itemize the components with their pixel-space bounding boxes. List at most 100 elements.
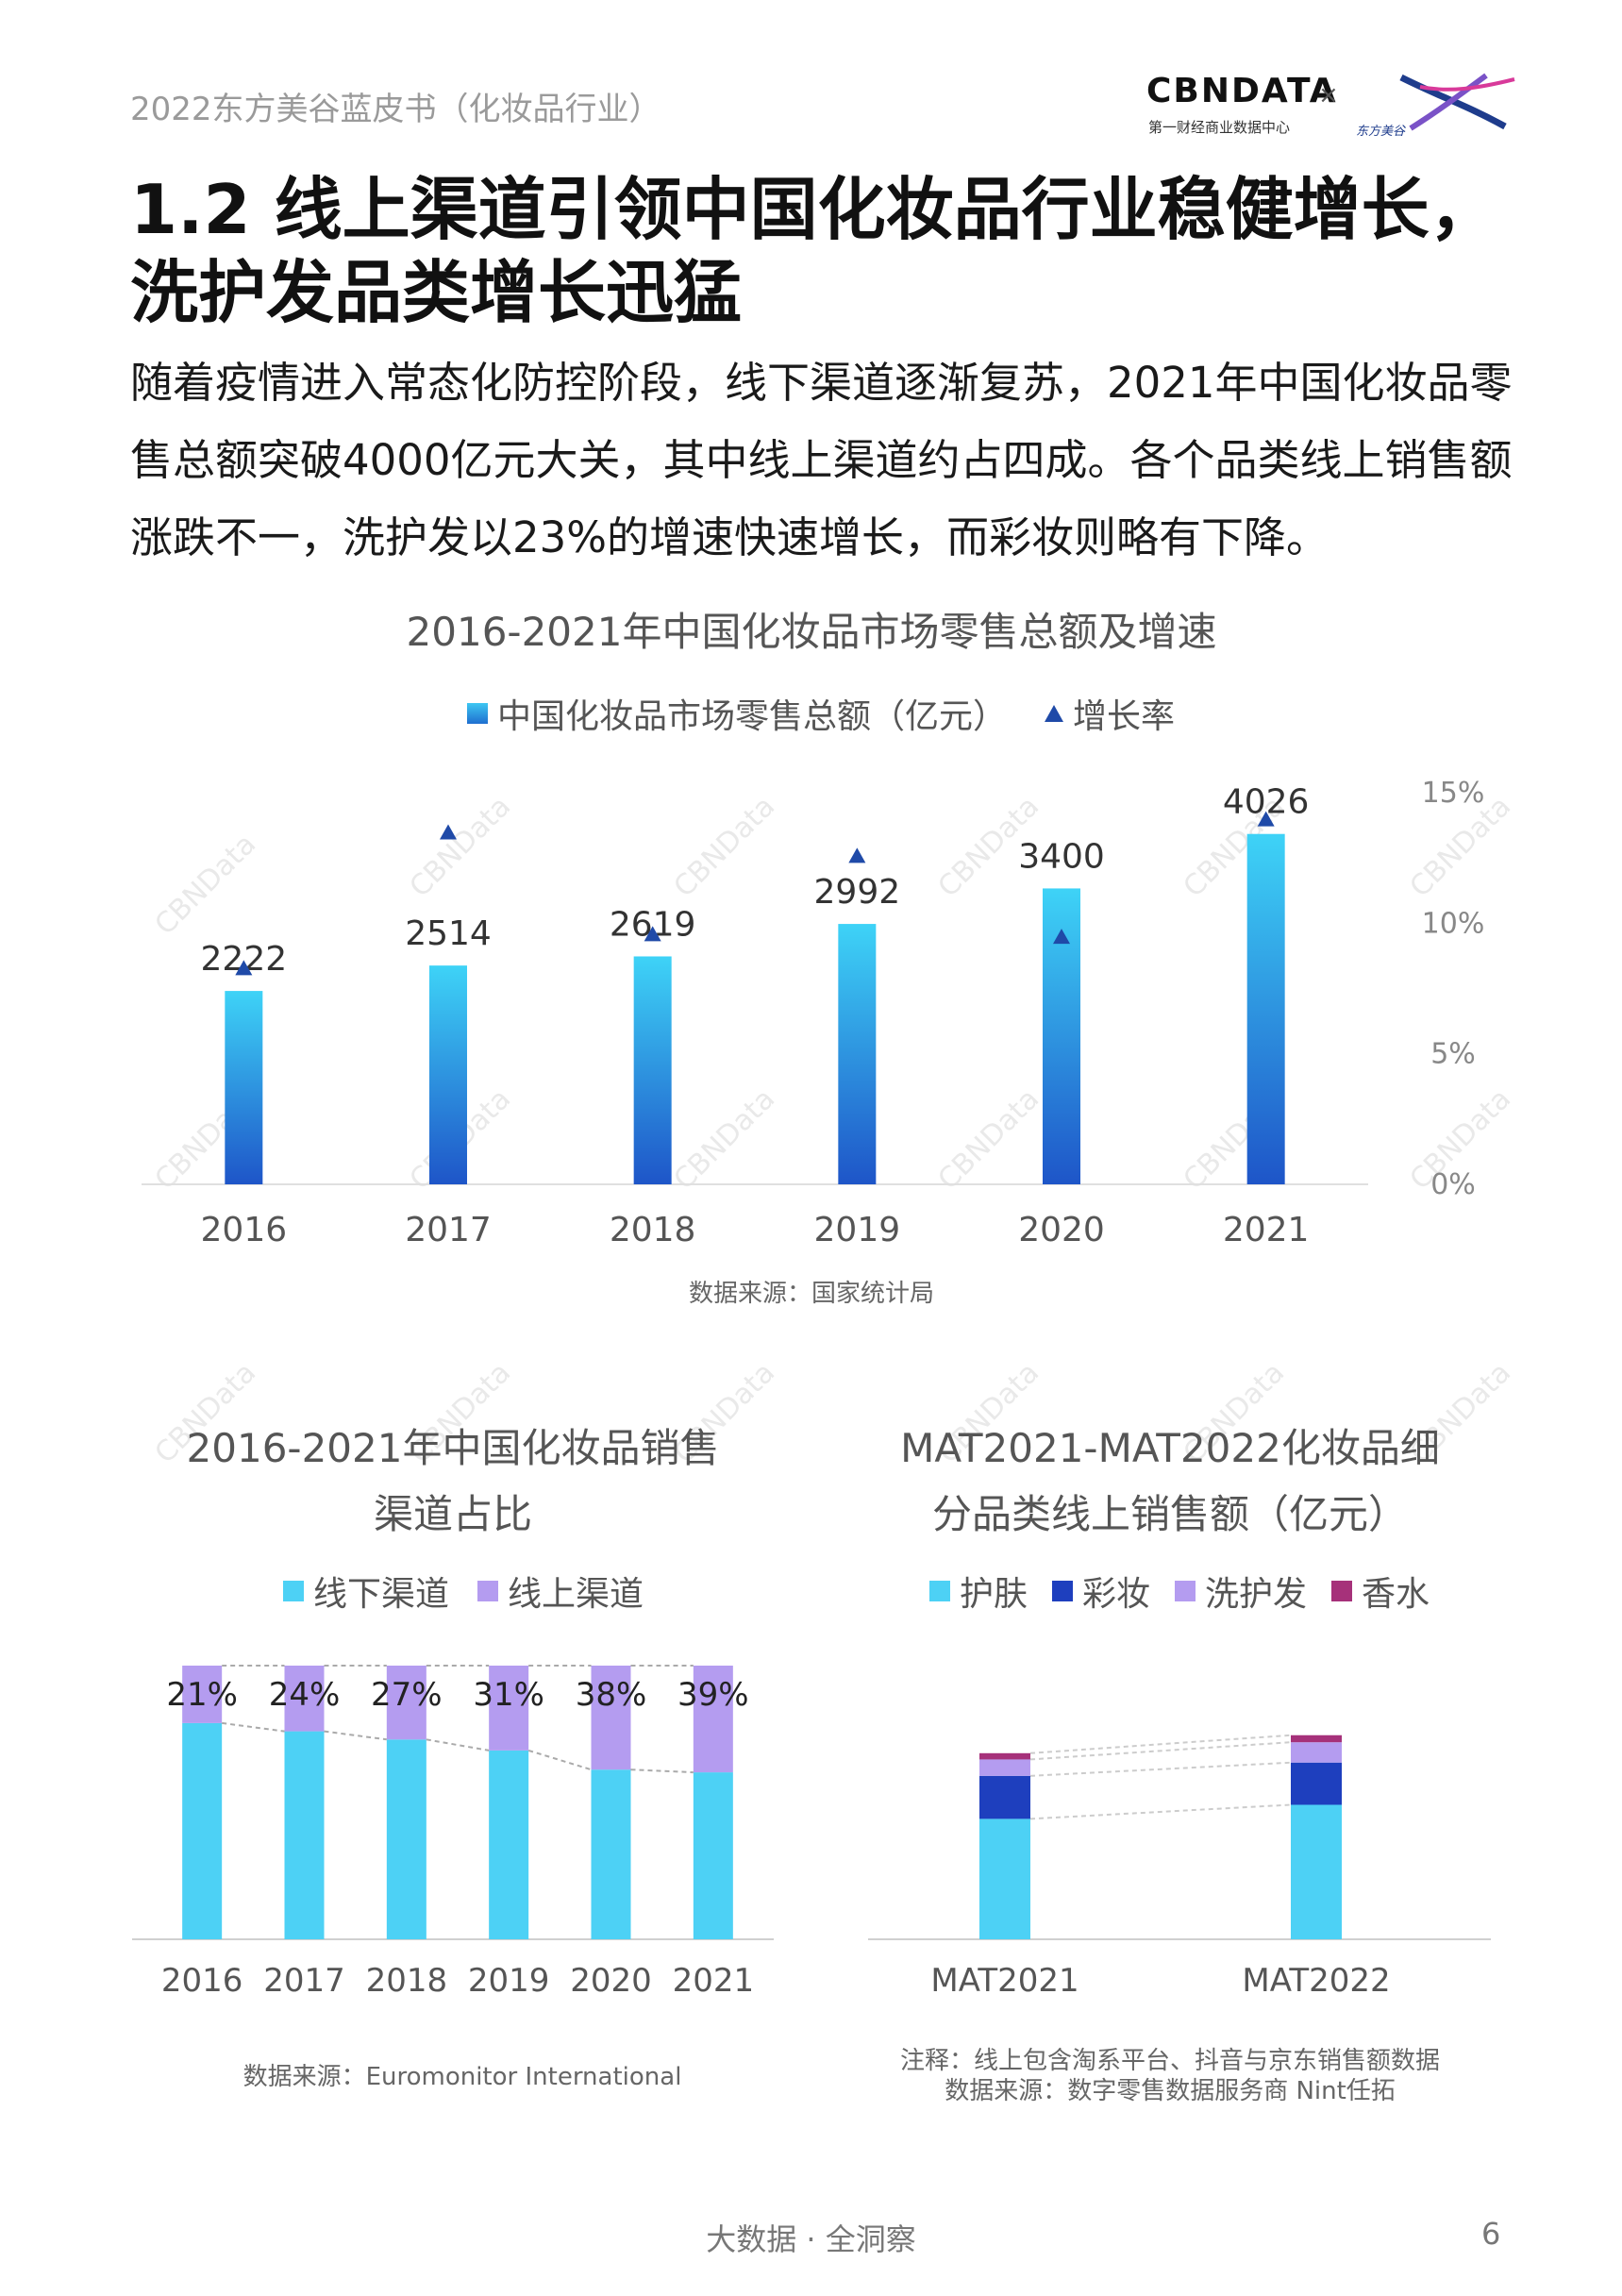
chart3-legend-haircare-label: 洗护发: [1205, 1575, 1308, 1614]
chart2-online-label: 27%: [371, 1676, 443, 1714]
chart3-bar-segment: [1291, 1742, 1342, 1763]
chart3-bar-segment: [1291, 1762, 1342, 1805]
chart3-legend-perfume: 香水: [1331, 1567, 1430, 1616]
chart2-legend-offline-label: 线下渠道: [313, 1575, 450, 1614]
chart3-title-line2: 分品类线上销售额（亿元）: [931, 1491, 1408, 1537]
chart3-title-line1: MAT2021-MAT2022化妆品细: [900, 1425, 1440, 1471]
chart2-bar-offline: [284, 1731, 325, 1939]
chart1-growth-marker: [644, 926, 661, 942]
chart3-bar-segment: [979, 1759, 1030, 1776]
chart2-online-label: 38%: [576, 1676, 647, 1714]
chart2-legend-offline: 线下渠道: [283, 1567, 449, 1616]
chart2-x-tick: 2018: [366, 1962, 448, 2000]
chart2-bar-offline: [693, 1772, 733, 1939]
chart1-right-tick: 10%: [1422, 907, 1485, 940]
chart3-connector: [1029, 1741, 1292, 1761]
chart3-x-tick: MAT2021: [930, 1962, 1079, 2000]
chart2-connector: [222, 1721, 285, 1733]
chart2-title-line2: 渠道占比: [373, 1491, 532, 1537]
chart2-bar-online: [182, 1666, 223, 1723]
chart3-bar-segment: [1291, 1735, 1342, 1743]
chart3-note: 注释：线上包含淘系平台、抖音与京东销售额数据: [899, 2047, 1440, 2075]
legend-swatch-online: [477, 1581, 499, 1601]
chart1-legend-bar-label: 中国化妆品市场零售总额（亿元）: [497, 697, 1008, 736]
chart3-connector: [1029, 1803, 1292, 1820]
chart2-bar-online: [591, 1666, 631, 1770]
cbndata-logo-subtitle: 第一财经商业数据中心: [1148, 119, 1291, 136]
chart1-plot: 2222201625142017261920182992201934002020…: [142, 777, 1485, 1249]
chart1-growth-marker: [440, 824, 457, 840]
chart1-source: 数据来源：国家统计局: [688, 1280, 934, 1308]
logo-separator: ×: [1318, 81, 1339, 109]
chart2-connector: [426, 1738, 490, 1751]
chart1-legend: 中国化妆品市场零售总额（亿元） 增长率: [467, 689, 1175, 738]
chart2-title: 2016-2021年中国化妆品销售 渠道占比: [132, 1416, 774, 1548]
chart2-online-label: 39%: [677, 1676, 749, 1714]
chart2-bar-offline: [386, 1739, 426, 1939]
chart1-x-tick: 2021: [1223, 1211, 1310, 1249]
chart2-legend-online-label: 线上渠道: [508, 1575, 644, 1614]
chart2-title-line1: 2016-2021年中国化妆品销售: [186, 1425, 720, 1471]
chart3-connector: [1029, 1761, 1292, 1777]
chart3-legend-skincare-label: 护肤: [960, 1575, 1028, 1614]
cbndata-logo: CBNDATA: [1146, 72, 1338, 110]
legend-swatch-bar: [467, 703, 488, 724]
chart2-plot: 21% 2016 24% 2017 27% 2018 31% 2019 38% 2020 39% 20…: [132, 1665, 774, 2000]
chart2-legend-online: 线上渠道: [477, 1567, 644, 1616]
chart1-bar: [1246, 833, 1285, 1184]
chart1-x-tick: 2016: [201, 1211, 288, 1249]
chart2-online-label: 24%: [269, 1676, 341, 1714]
chart3-x-tick: MAT2022: [1242, 1962, 1390, 2000]
document-title: 2022东方美谷蓝皮书（化妆品行业）: [130, 91, 661, 128]
chart3-legend-haircare: 洗护发: [1175, 1567, 1307, 1616]
chart2-x-tick: 2017: [263, 1962, 345, 2000]
chart2-legend: 线下渠道 线上渠道: [283, 1567, 644, 1616]
chart1-bar-value: 2992: [814, 873, 901, 912]
chart2-x-tick: 2016: [161, 1962, 243, 2000]
chart1-growth-marker: [848, 847, 866, 863]
partner-logo-text: 东方美谷: [1356, 125, 1406, 139]
chart3-bar-segment: [979, 1775, 1030, 1819]
chart1-x-tick: 2018: [610, 1211, 696, 1249]
chart2-x-tick: 2019: [468, 1962, 550, 2000]
chart3-legend-skincare: 护肤: [929, 1567, 1028, 1616]
chart2-connector: [324, 1730, 387, 1741]
chart2-online-label: 21%: [166, 1676, 238, 1714]
chart3-source: 数据来源：数字零售数据服务商 Nint任拓: [945, 2077, 1396, 2105]
chart3-title: MAT2021-MAT2022化妆品细 分品类线上销售额（亿元）: [849, 1416, 1491, 1548]
legend-swatch-perfume: [1331, 1581, 1353, 1601]
chart2-bar-offline: [489, 1750, 529, 1939]
chart3-plot: MAT2021 MAT2022: [868, 1734, 1491, 2000]
chart1-legend-bar: 中国化妆品市场零售总额（亿元）: [467, 689, 1007, 738]
page-number: 6: [1481, 2216, 1501, 2252]
chart1-growth-marker: [1257, 811, 1275, 827]
chart3-legend-perfume-label: 香水: [1362, 1575, 1430, 1614]
chart2-x-tick: 2020: [570, 1962, 652, 2000]
chart1-bar: [633, 956, 672, 1184]
legend-swatch-skincare: [929, 1581, 950, 1601]
chart2-bar-offline: [182, 1722, 223, 1939]
chart3-bar-segment: [979, 1818, 1030, 1939]
footer-tagline: 大数据 · 全洞察: [706, 2221, 916, 2257]
legend-swatch-offline: [283, 1581, 304, 1601]
intro-paragraph: 随着疫情进入常态化防控阶段，线下渠道逐渐复苏，2021年中国化妆品零售总额突破4…: [130, 358, 1513, 562]
chart2-online-label: 31%: [473, 1676, 544, 1714]
chart3-connector: [1029, 1734, 1292, 1754]
chart1-bar: [225, 991, 263, 1184]
chart1-right-tick: 5%: [1430, 1038, 1476, 1071]
chart1-bar-value: 2514: [405, 914, 492, 953]
chart3-bar-segment: [1291, 1804, 1342, 1939]
chart1-bar: [429, 965, 467, 1184]
chart2-bar-online: [489, 1666, 529, 1751]
chart1-legend-tri-label: 增长率: [1073, 697, 1176, 736]
chart1-right-tick: 0%: [1430, 1168, 1476, 1201]
chart2-source: 数据来源：Euromonitor International: [242, 2063, 682, 2091]
chart2-bar-offline: [591, 1769, 631, 1939]
triangle-icon: [1045, 705, 1064, 722]
partner-logo-icon: [1399, 73, 1515, 131]
chart1-x-tick: 2017: [405, 1211, 492, 1249]
chart2-bar-online: [284, 1666, 325, 1732]
chart1-x-tick: 2019: [814, 1211, 901, 1249]
chart1-legend-tri: 增长率: [1045, 689, 1175, 738]
chart1-growth-marker: [1053, 929, 1070, 945]
